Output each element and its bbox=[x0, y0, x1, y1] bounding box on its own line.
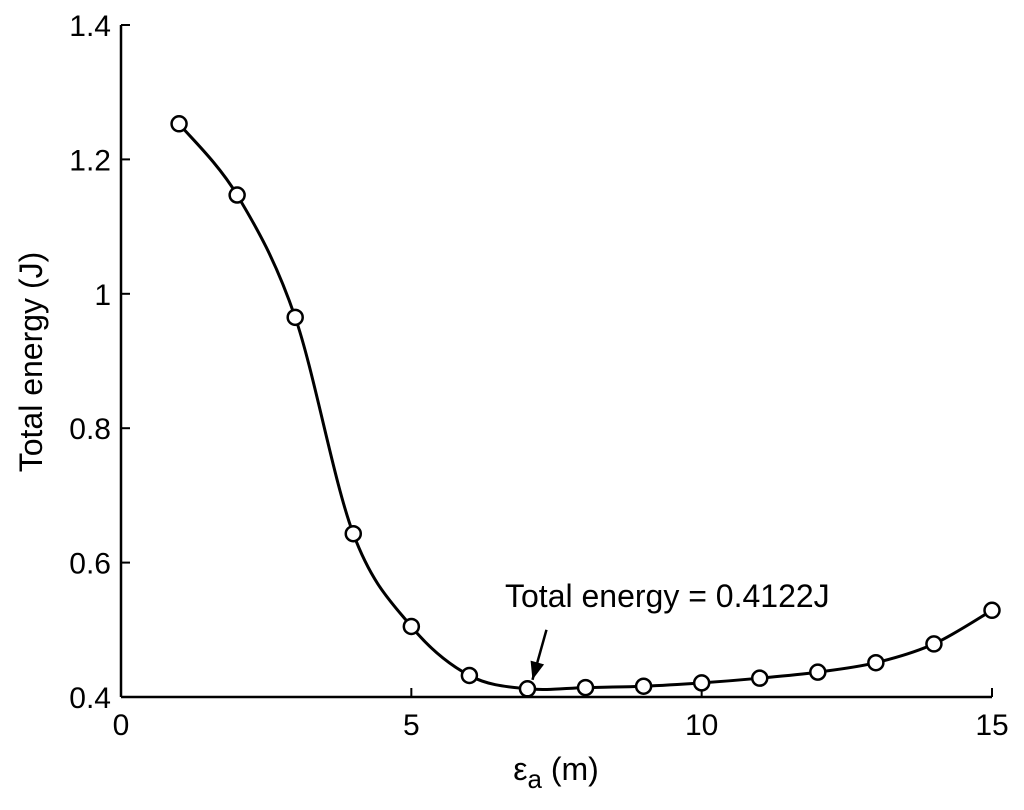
x-tick-label: 5 bbox=[403, 709, 420, 742]
data-point bbox=[576, 678, 595, 697]
ticks: 0 5 10 15 0.4 0.6 0.8 1 1.2 1.4 bbox=[69, 10, 1008, 742]
data-point bbox=[228, 186, 246, 204]
data-point bbox=[634, 677, 653, 695]
x-axis-label-unit: (m) bbox=[542, 751, 599, 787]
axes bbox=[119, 25, 992, 699]
x-axis-label-symbol: ε bbox=[513, 751, 527, 787]
x-tick-label: 10 bbox=[685, 709, 718, 742]
data-point bbox=[518, 680, 537, 698]
data-point bbox=[809, 663, 827, 681]
y-tick-label: 1 bbox=[94, 279, 111, 312]
x-tick-label: 15 bbox=[975, 709, 1008, 742]
y-tick-label: 0.6 bbox=[69, 548, 111, 581]
y-tick-label: 0.4 bbox=[69, 682, 111, 715]
y-tick-label: 0.8 bbox=[69, 413, 111, 446]
annotation-arrow-head bbox=[530, 660, 545, 680]
data-point bbox=[344, 524, 363, 543]
y-axis-label: Total energy (J) bbox=[13, 252, 49, 473]
series bbox=[170, 115, 1001, 698]
data-point bbox=[925, 635, 943, 653]
data-point bbox=[692, 674, 711, 692]
x-tick-label: 0 bbox=[113, 709, 130, 742]
annotation-label: Total energy = 0.4122J bbox=[505, 578, 830, 614]
y-tick-label: 1.4 bbox=[69, 10, 111, 43]
data-point bbox=[983, 601, 1001, 620]
data-point bbox=[170, 115, 188, 133]
x-axis-label: εa (m) bbox=[513, 751, 599, 794]
annotation: Total energy = 0.4122J bbox=[505, 578, 830, 681]
data-point bbox=[460, 666, 479, 685]
y-tick-label: 1.2 bbox=[69, 144, 111, 177]
data-point bbox=[402, 617, 421, 636]
x-axis-label-subscript: a bbox=[527, 764, 542, 794]
data-point bbox=[867, 653, 885, 672]
data-point bbox=[750, 669, 769, 687]
data-point bbox=[286, 308, 304, 327]
